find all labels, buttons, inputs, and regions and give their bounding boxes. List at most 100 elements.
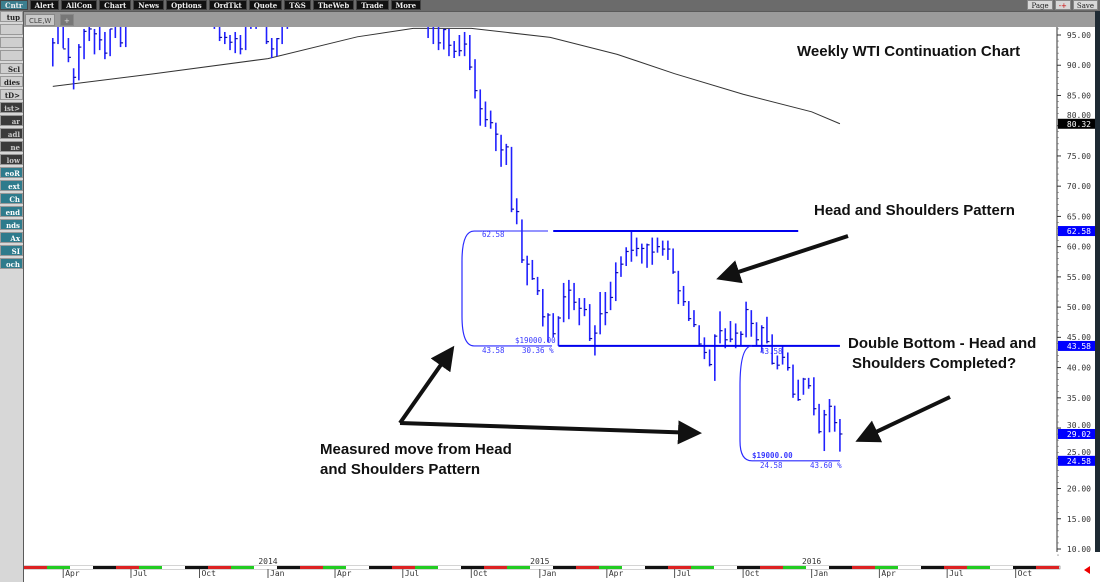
price-bar	[350, 0, 353, 2]
toolbar-news-button[interactable]: News	[133, 0, 165, 10]
time-strip-segment	[530, 566, 553, 569]
price-bar	[813, 377, 817, 416]
sidebar-item-18[interactable]: SI	[0, 245, 23, 256]
sidebar-item-6[interactable]: tD>	[0, 89, 23, 100]
price-badge-label: 62.58	[1067, 227, 1091, 236]
price-bar	[67, 38, 71, 63]
sidebar-item-19[interactable]: och	[0, 258, 23, 269]
sidebar-item-5[interactable]: dies	[0, 76, 23, 87]
price-bar	[614, 262, 619, 302]
sidebar-item-0[interactable]: tup	[0, 11, 23, 22]
toolbar-quote-button[interactable]: Quote	[248, 0, 283, 10]
price-bar	[62, 27, 66, 50]
price-bar	[448, 28, 452, 57]
sidebar-item-12[interactable]: eoR	[0, 167, 23, 178]
sidebar-item-9[interactable]: adl	[0, 128, 23, 139]
toolbar-cntr-button[interactable]: Cntr	[0, 0, 28, 10]
chart-title: Weekly WTI Continuation Chart	[797, 43, 1020, 60]
measure2-amount: $19000.00	[752, 451, 793, 460]
price-badge	[1058, 226, 1095, 237]
zoom-button[interactable]: -+	[1054, 0, 1071, 10]
price-bar	[609, 281, 614, 311]
toolbar-trade-button[interactable]: Trade	[356, 0, 389, 10]
time-strip-segment	[852, 566, 875, 569]
toolbar-theweb-button[interactable]: TheWeb	[312, 0, 355, 10]
price-bar	[423, 0, 426, 21]
sidebar-item-1[interactable]	[0, 24, 23, 35]
price-bar	[729, 321, 733, 343]
time-strip-segment	[875, 566, 898, 569]
time-strip-segment	[783, 566, 806, 569]
sidebar-item-16[interactable]: nds	[0, 219, 23, 230]
price-bar	[432, 27, 435, 45]
sidebar-item-11[interactable]: low	[0, 154, 23, 165]
x-month-label: Apr	[609, 569, 624, 578]
time-strip-segment	[93, 566, 116, 569]
sidebar-item-15[interactable]: end	[0, 206, 23, 217]
add-tab-button[interactable]: +	[60, 14, 74, 26]
price-bar	[693, 310, 697, 328]
time-strip-segment	[737, 566, 760, 569]
x-month-label: Apr	[65, 569, 80, 578]
sidebar-item-4[interactable]: Scl	[0, 63, 23, 74]
toolbar-ordtkt-button[interactable]: OrdTkt	[208, 0, 247, 10]
price-bar	[641, 243, 645, 264]
sidebar-item-10[interactable]: ne	[0, 141, 23, 152]
toolbar-allcon-button[interactable]: AllCon	[61, 0, 98, 10]
measure1-percent: 30.36 %	[522, 346, 554, 355]
toolbar-ts-button[interactable]: T&S	[284, 0, 311, 10]
price-bar	[630, 230, 634, 262]
price-bar	[57, 27, 59, 45]
price-axis[interactable]	[1057, 27, 1095, 552]
x-month-label: Jul	[405, 569, 420, 578]
page-button[interactable]: Page	[1027, 0, 1053, 10]
price-bar	[828, 399, 833, 433]
measure-bracket-2[interactable]	[739, 345, 840, 462]
price-badge	[1058, 118, 1095, 129]
y-tick-label: 40.00	[1067, 364, 1091, 373]
x-month-label: Apr	[337, 569, 352, 578]
tab-cle-w[interactable]: CLE,W	[25, 14, 56, 26]
y-tick-label: 35.00	[1067, 394, 1091, 403]
toolbar-options-button[interactable]: Options	[166, 0, 207, 10]
toolbar-chart-button[interactable]: Chart	[99, 0, 132, 10]
price-badge	[1058, 340, 1095, 351]
price-bar	[515, 198, 520, 225]
price-bar	[83, 28, 87, 60]
sidebar-item-14[interactable]: Ch	[0, 193, 23, 204]
price-bar	[124, 27, 127, 48]
sidebar-item-13[interactable]: ext	[0, 180, 23, 191]
price-bar	[573, 282, 577, 311]
price-bar	[104, 31, 108, 60]
price-badge-label: 43.58	[1067, 342, 1091, 351]
time-strip-segment	[369, 566, 392, 569]
save-button[interactable]: Save	[1072, 0, 1098, 10]
sidebar-item-2[interactable]	[0, 37, 23, 48]
price-bar	[355, 0, 358, 11]
toolbar-more-button[interactable]: More	[390, 0, 422, 10]
price-bar	[442, 28, 447, 50]
sidebar-item-7[interactable]: ist>	[0, 102, 23, 113]
y-tick-label: 90.00	[1067, 61, 1091, 70]
sidebar-item-3[interactable]	[0, 50, 23, 61]
price-bar	[536, 276, 541, 296]
toolbar-alert-button[interactable]: Alert	[29, 0, 60, 10]
measure-bracket-1[interactable]	[461, 230, 552, 347]
time-strip-segment	[438, 566, 461, 569]
price-bar	[224, 31, 228, 45]
price-bar	[719, 311, 723, 344]
price-bar	[339, 0, 342, 5]
sidebar-item-17[interactable]: Ax	[0, 232, 23, 243]
price-bar	[293, 2, 296, 26]
time-strip-segment	[254, 566, 277, 569]
price-bar	[682, 285, 687, 306]
y-tick-label: 50.00	[1067, 303, 1091, 312]
price-bar	[407, 0, 410, 2]
price-bar	[495, 122, 499, 152]
x-month-label: Apr	[881, 569, 896, 578]
price-bar	[776, 355, 780, 370]
sidebar-item-8[interactable]: ar	[0, 115, 23, 126]
scroll-right-arrow-icon[interactable]	[1084, 566, 1090, 574]
price-bar	[557, 316, 561, 346]
